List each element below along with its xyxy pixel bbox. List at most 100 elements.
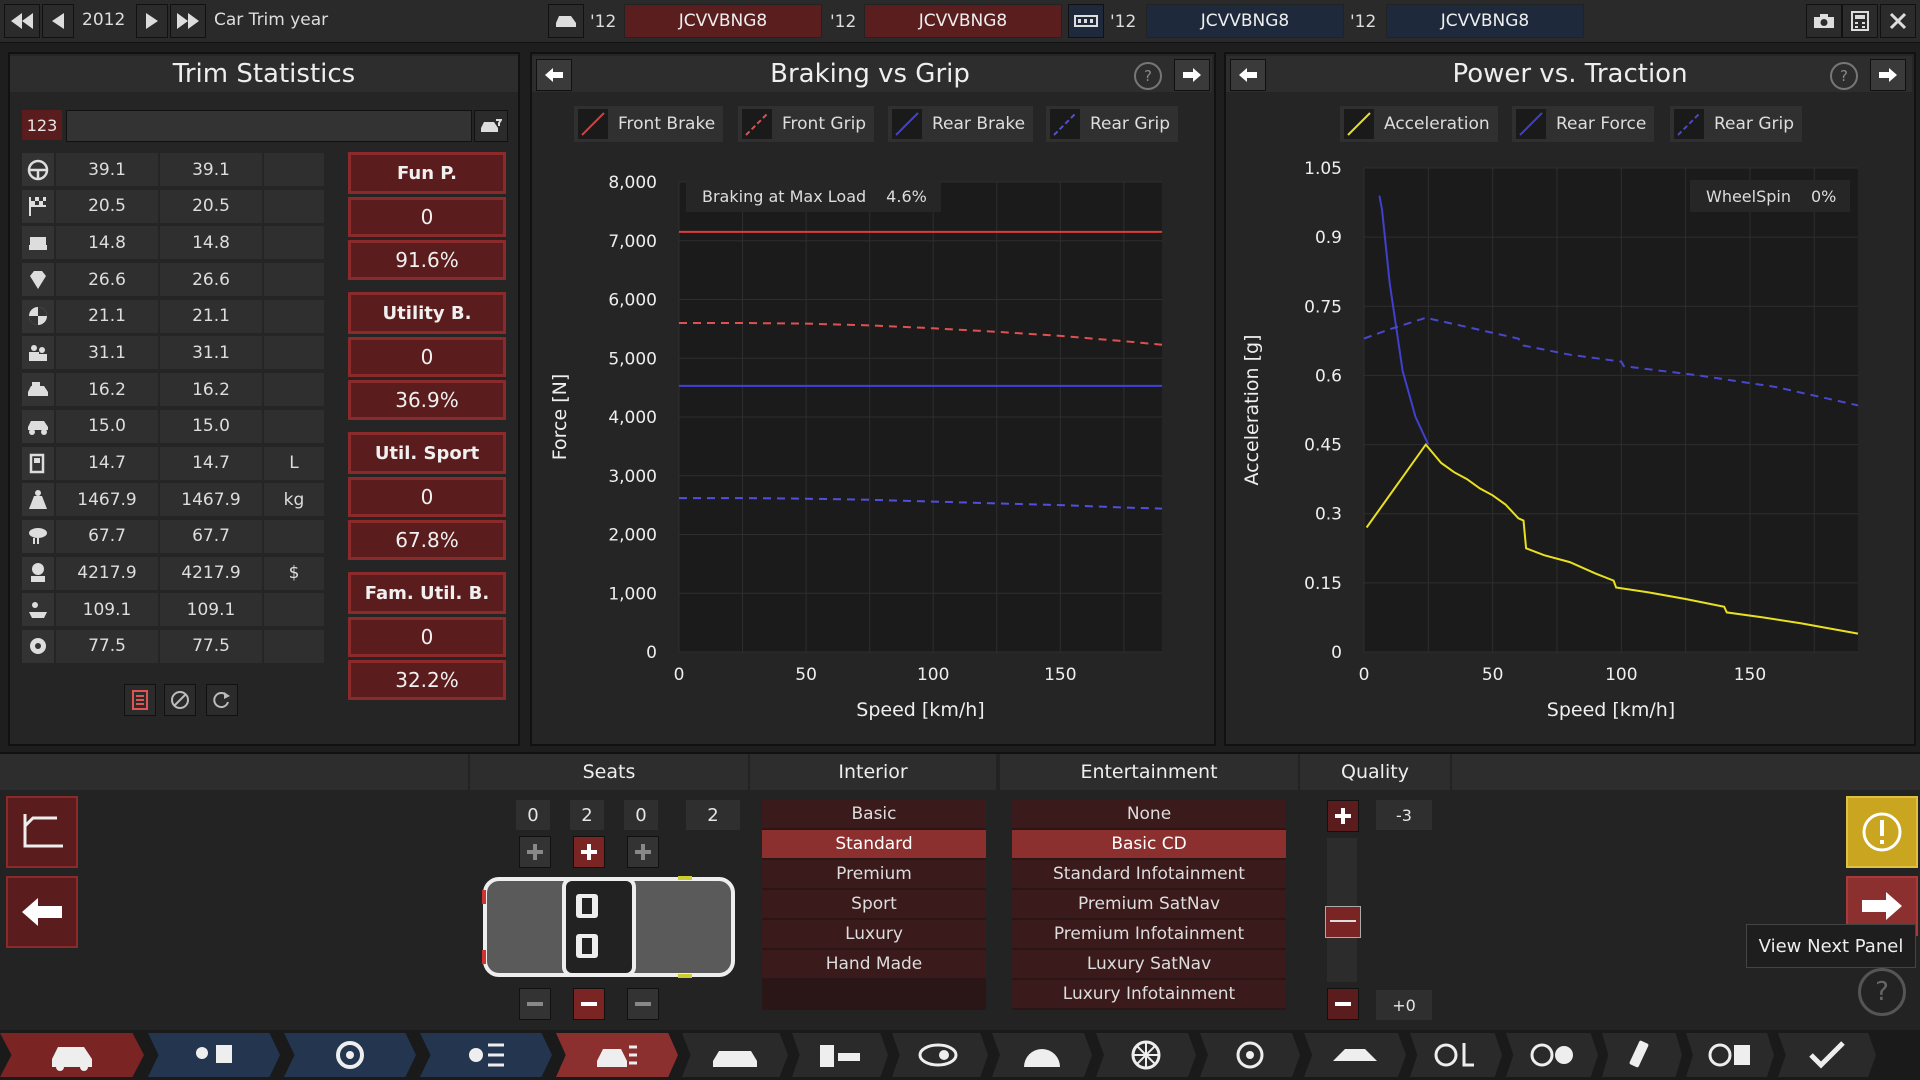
report-icon[interactable]	[124, 684, 156, 716]
filter-car-icon[interactable]	[474, 110, 508, 142]
add-seat-icon[interactable]	[573, 836, 605, 868]
car-icon[interactable]	[548, 4, 584, 38]
power-y-tick-label: 1.05	[1304, 159, 1342, 179]
brakes-tab[interactable]	[1200, 1033, 1300, 1077]
service-icon	[22, 593, 54, 627]
car-models-tab[interactable]	[682, 1033, 788, 1077]
wheels-tab[interactable]	[1096, 1033, 1196, 1077]
cost-icon	[22, 556, 54, 590]
drivetrain-tab[interactable]	[992, 1033, 1092, 1077]
compare-year-3: '12	[1110, 12, 1137, 32]
stat-compare-value: 26.6	[160, 263, 262, 297]
legend-rear-brake[interactable]: Rear Brake	[888, 106, 1034, 142]
weight-icon	[22, 483, 54, 517]
skip-forward-icon[interactable]	[170, 4, 206, 38]
stat-unit	[264, 299, 324, 333]
camera-icon[interactable]	[1806, 4, 1842, 38]
add-seat-icon[interactable]	[519, 836, 551, 868]
braking-help-icon[interactable]: ?	[1134, 62, 1162, 90]
close-icon[interactable]	[1880, 4, 1916, 38]
remove-seat-icon[interactable]	[627, 988, 659, 1020]
quality-decrease-icon[interactable]	[1327, 988, 1359, 1020]
chassis-tab[interactable]	[148, 1033, 280, 1077]
demographic-name[interactable]: Util. Sport	[348, 432, 506, 474]
compare-icon[interactable]	[1068, 4, 1104, 38]
braking-info-label: Braking at Max Load	[702, 186, 867, 206]
front-brake-swatch	[578, 109, 608, 139]
filter-number-tag[interactable]: 123	[22, 110, 62, 140]
next-year-icon[interactable]	[136, 4, 168, 38]
entertainment-option[interactable]: Premium Infotainment	[1012, 920, 1286, 948]
interior-option[interactable]: Premium	[762, 860, 986, 888]
compare-code-3[interactable]: JCVVBNG8	[1146, 4, 1344, 38]
quality-increase-icon[interactable]	[1327, 800, 1359, 832]
interior-option[interactable]: Luxury	[762, 920, 986, 948]
remove-seat-icon[interactable]	[519, 988, 551, 1020]
aero-tab[interactable]	[1304, 1033, 1406, 1077]
legend-rear-grip[interactable]: Rear Grip	[1046, 106, 1178, 142]
warning-icon[interactable]	[1846, 796, 1918, 868]
power-help-icon[interactable]: ?	[1830, 62, 1858, 90]
graph-axes-icon[interactable]	[6, 796, 78, 868]
finish-check-icon[interactable]	[1778, 1033, 1876, 1077]
trim-seating-tab[interactable]	[556, 1033, 678, 1077]
legend-front-brake[interactable]: Front Brake	[574, 106, 724, 142]
legend-acceleration[interactable]: Acceleration	[1340, 106, 1498, 142]
final-tab[interactable]	[1686, 1033, 1774, 1077]
interior-tab[interactable]	[1410, 1033, 1502, 1077]
legend-front-grip[interactable]: Front Grip	[738, 106, 875, 142]
entertainment-option[interactable]: Luxury SatNav	[1012, 950, 1286, 978]
stat-compare-value: 15.0	[160, 409, 262, 443]
prev-year-icon[interactable]	[42, 4, 74, 38]
demographic-name[interactable]: Fun P.	[348, 152, 506, 194]
suspension-tab[interactable]	[284, 1033, 416, 1077]
entertainment-option[interactable]: Standard Infotainment	[1012, 860, 1286, 888]
interior-option[interactable]: Sport	[762, 890, 986, 918]
power-next-icon[interactable]	[1870, 59, 1906, 91]
skip-back-icon[interactable]	[4, 4, 40, 38]
quality-slider-handle[interactable]	[1325, 906, 1361, 938]
braking-y-tick-label: 8,000	[608, 173, 657, 193]
remove-seat-icon[interactable]	[573, 988, 605, 1020]
fuel-icon	[22, 446, 54, 480]
interior-option[interactable]: Hand Made	[762, 950, 986, 978]
clear-icon[interactable]	[164, 684, 196, 716]
engine-tab[interactable]	[792, 1033, 888, 1077]
legend-power-rear-grip[interactable]: Rear Grip	[1670, 106, 1802, 142]
entertainment-option[interactable]: Luxury Infotainment	[1012, 980, 1286, 1008]
car-body-tab[interactable]	[0, 1033, 144, 1077]
interior-option[interactable]: Standard	[762, 830, 986, 858]
braking-prev-icon[interactable]	[536, 59, 572, 91]
stat-row: 4217.9 4217.9 $	[22, 556, 338, 591]
entertainment-option[interactable]: None	[1012, 800, 1286, 828]
compare-code-4[interactable]: JCVVBNG8	[1386, 4, 1584, 38]
entertainment-option[interactable]: Basic CD	[1012, 830, 1286, 858]
compare-code-1[interactable]: JCVVBNG8	[624, 4, 822, 38]
calculator-icon[interactable]	[1842, 4, 1878, 38]
front-grip-swatch	[742, 109, 772, 139]
demographic-name[interactable]: Utility B.	[348, 292, 506, 334]
passengers-icon	[22, 336, 54, 370]
testing-tab[interactable]	[1602, 1033, 1682, 1077]
filter-input[interactable]	[66, 110, 472, 142]
seat-layout-diagram[interactable]	[482, 876, 736, 978]
demographic-name[interactable]: Fam. Util. B.	[348, 572, 506, 614]
add-seat-icon[interactable]	[627, 836, 659, 868]
help-icon[interactable]: ?	[1858, 968, 1906, 1016]
power-prev-icon[interactable]	[1230, 59, 1266, 91]
compare-code-2[interactable]: JCVVBNG8	[864, 4, 1062, 38]
safety-tab[interactable]	[1506, 1033, 1598, 1077]
interior-option[interactable]: Basic	[762, 800, 986, 828]
stat-unit	[264, 153, 324, 186]
fixtures-tab[interactable]	[420, 1033, 552, 1077]
back-arrow-icon[interactable]	[6, 876, 78, 948]
gearbox-tab[interactable]	[892, 1033, 988, 1077]
stat-row: 21.1 21.1	[22, 299, 338, 334]
braking-next-icon[interactable]	[1174, 59, 1210, 91]
legend-rear-force[interactable]: Rear Force	[1512, 106, 1655, 142]
power-plot-area	[1364, 168, 1858, 652]
compare-year-4: '12	[1350, 12, 1377, 32]
braking-chart: 0 1,000 2,000 3,000 4,000 5,000 6,000 7,000 8,00…	[549, 173, 1163, 721]
refresh-icon[interactable]	[206, 684, 238, 716]
entertainment-option[interactable]: Premium SatNav	[1012, 890, 1286, 918]
